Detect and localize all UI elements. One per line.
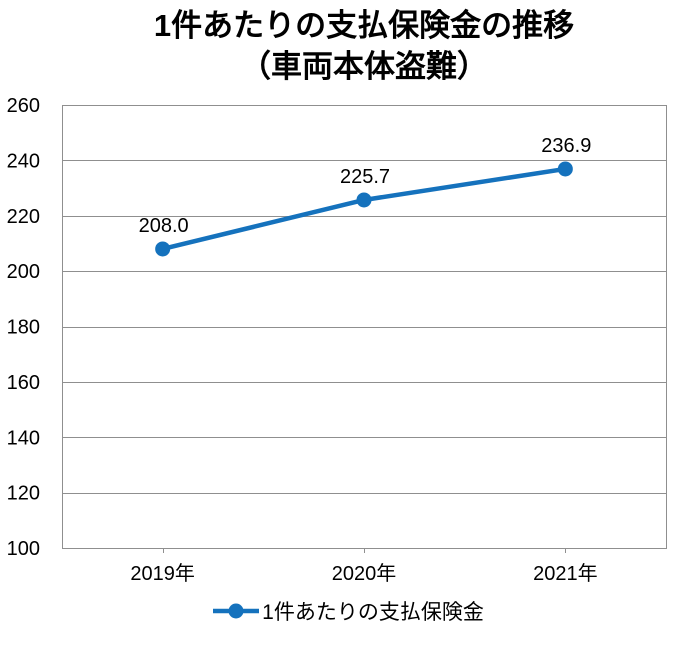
y-axis-tick-label: 240 — [7, 150, 40, 172]
data-point-marker — [356, 192, 372, 208]
x-axis-category-label: 2020年 — [332, 562, 397, 585]
data-point-marker — [557, 161, 573, 177]
y-axis-tick-label: 260 — [7, 95, 40, 117]
data-point-marker — [155, 241, 171, 257]
y-axis-tick-label: 140 — [7, 427, 40, 449]
x-axis-category-label: 2021年 — [533, 562, 598, 585]
x-axis-category-label: 2019年 — [130, 562, 195, 585]
legend-line-marker-icon — [213, 603, 260, 619]
chart-title: 1件あたりの支払保険金の推移 （車両本体盗難） — [62, 6, 666, 88]
data-label: 236.9 — [541, 135, 591, 157]
data-label: 225.7 — [340, 166, 390, 188]
y-axis-tick-label: 120 — [7, 483, 40, 505]
y-axis-tick-label: 220 — [7, 206, 40, 228]
legend: 1件あたりの支払保険金 — [0, 597, 696, 625]
y-axis-tick-label: 160 — [7, 372, 40, 394]
data-label: 208.0 — [139, 215, 189, 237]
chart-title-line1: 1件あたりの支払保険金の推移 — [153, 8, 575, 43]
y-axis-tick-label: 200 — [7, 261, 40, 283]
y-axis-tick-label: 180 — [7, 317, 40, 339]
y-axis-tick-label: 100 — [7, 538, 40, 560]
legend-label: 1件あたりの支払保険金 — [262, 601, 484, 624]
chart-title-line2: （車両本体盗難） — [240, 48, 488, 84]
